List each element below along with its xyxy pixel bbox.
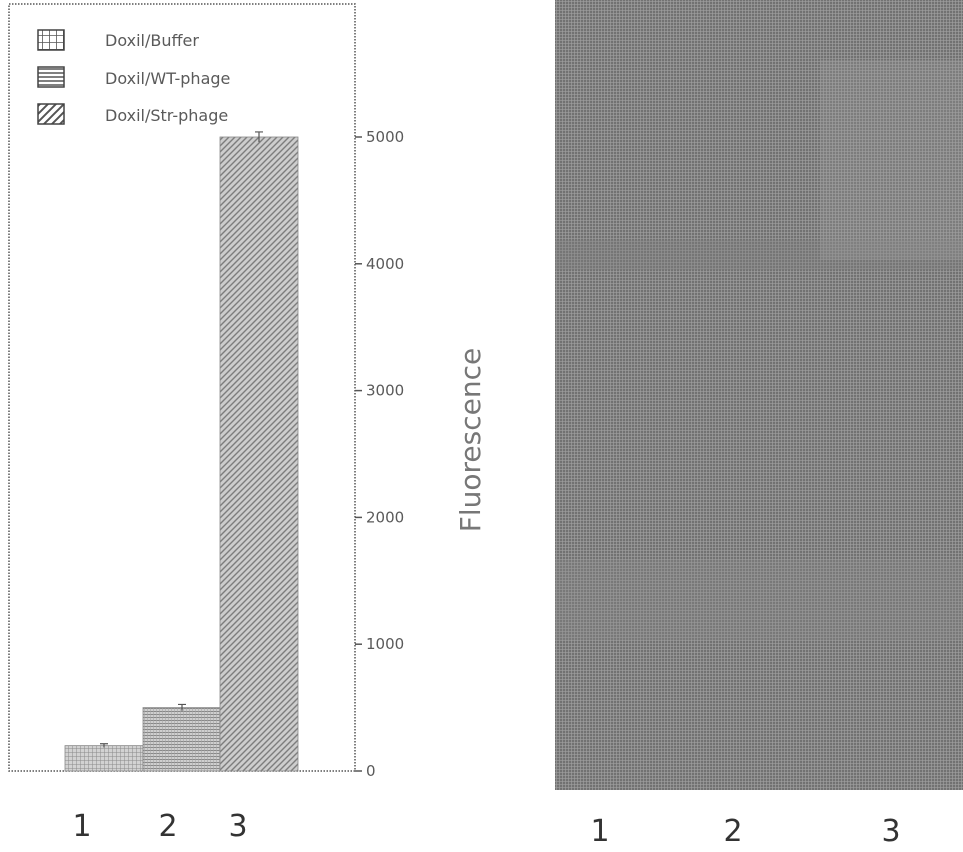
gel-lane-labels: 1 2 3 [590,814,900,849]
bars [64,136,299,772]
legend: Doxil/Buffer Doxil/WT-phage Doxil/Str-ph… [37,29,230,125]
bar-1 [64,745,144,772]
error-bars [100,131,263,748]
legend-swatch-grid [37,29,65,51]
y-tick-label-4000: 4000 [366,255,404,273]
chart-lane-label-2: 2 [158,809,177,844]
bar-2 [142,707,222,772]
chart-lane-labels: 1 2 3 [72,809,247,844]
chart-lane-label-1: 1 [72,809,91,844]
y-tick-label-1000: 1000 [366,635,404,653]
chart-lane-label-3: 3 [228,809,247,844]
error-bar-2 [178,703,186,711]
legend-swatch-horizontal [37,66,65,88]
gel-image [555,0,963,790]
error-bar-3 [255,131,263,143]
y-tick-label-2000: 2000 [366,508,404,526]
gel-band-shade-1 [555,240,963,270]
y-tick-label-0: 0 [366,762,376,780]
legend-label-str-phage: Doxil/Str-phage [105,106,228,125]
y-tick-label-3000: 3000 [366,382,404,400]
y-tick-label-5000: 5000 [366,128,404,146]
legend-swatch-diagonal [37,103,65,125]
gel-lane-label-2: 2 [723,814,742,849]
y-axis-label: Fluorescence [454,348,487,532]
gel-band-shade-3 [820,60,963,260]
error-bar-1 [100,743,108,748]
plot-frame [8,3,356,772]
bar-3 [219,136,299,772]
legend-label-buffer: Doxil/Buffer [105,31,199,50]
y-axis: 0 1000 2000 3000 4000 5000 [355,128,404,780]
gel-band-shade-2 [555,560,963,640]
gel-lane-label-3: 3 [881,814,900,849]
gel-lane-label-1: 1 [590,814,609,849]
legend-label-wt-phage: Doxil/WT-phage [105,69,230,88]
